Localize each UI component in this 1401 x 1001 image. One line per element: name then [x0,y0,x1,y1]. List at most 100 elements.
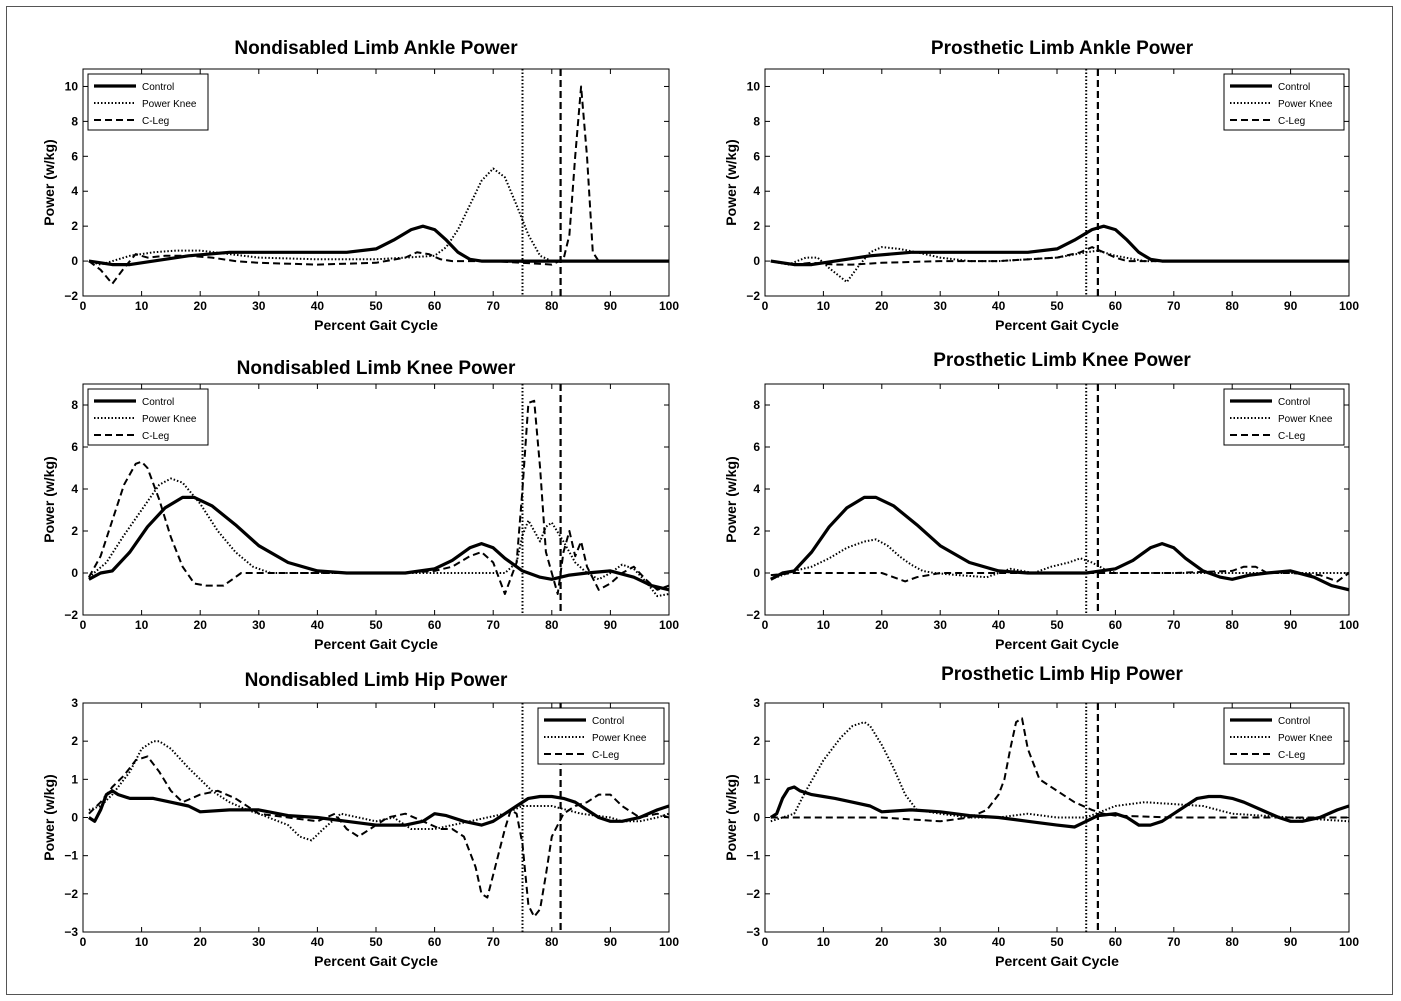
y-tick-label: 0 [71,254,78,268]
x-tick-label: 90 [604,618,618,632]
legend: Control Power Knee C-Leg [87,388,209,446]
x-tick-label: 80 [1226,935,1240,949]
series-c-leg [88,399,669,595]
y-tick-label: 10 [65,79,79,93]
y-tick-label: 3 [71,696,78,710]
legend-label: Control [142,82,174,93]
y-tick-label: 10 [747,79,761,93]
x-tick-label: 60 [1109,618,1123,632]
x-tick-label: 10 [135,618,149,632]
x-tick-label: 50 [369,618,383,632]
y-axis-label: Power (w/kg) [723,456,739,542]
panel-title: Prosthetic Limb Ankle Power [931,38,1194,59]
x-tick-label: 30 [934,618,948,632]
x-tick-label: 20 [875,299,889,313]
plot-lines [770,384,1349,615]
y-tick-label: 1 [753,772,760,786]
y-tick-label: 8 [753,398,760,412]
y-tick-label: 3 [753,696,760,710]
y-tick-label: −2 [64,608,78,622]
y-tick-label: −3 [64,925,78,939]
y-tick-label: 6 [71,440,78,454]
x-tick-label: 90 [604,935,618,949]
legend-label: Control [592,716,624,727]
legend-label: Power Knee [142,414,197,425]
y-tick-label: 4 [71,482,78,496]
y-tick-label: 0 [71,811,78,825]
panel-title: Nondisabled Limb Hip Power [245,670,508,691]
plot-lines [88,384,669,615]
legend-label: Control [1278,397,1310,408]
legend-label: Power Knee [1278,414,1333,425]
x-tick-label: 20 [194,618,208,632]
x-tick-label: 0 [762,299,769,313]
panel-5: Nondisabled Limb Hip Power Percent Gait C… [41,670,679,969]
y-tick-label: 0 [753,811,760,825]
series-c-leg [770,246,1349,266]
x-tick-label: 40 [311,299,325,313]
series-power-knee [770,246,1349,283]
y-tick-label: 6 [753,440,760,454]
y-tick-label: −1 [746,849,760,863]
x-tick-label: 50 [369,935,383,949]
y-tick-label: 2 [71,734,78,748]
x-tick-label: 0 [80,299,87,313]
y-tick-label: 0 [71,566,78,580]
x-tick-label: 20 [194,299,208,313]
x-axis-label: Percent Gait Cycle [995,636,1119,652]
y-tick-label: 4 [753,184,760,198]
y-tick-label: 8 [71,398,78,412]
x-tick-label: 60 [428,618,442,632]
x-tick-label: 50 [1050,935,1064,949]
x-tick-label: 100 [1339,935,1359,949]
series-c-leg [88,85,669,285]
y-tick-label: 2 [753,734,760,748]
legend-label: C-Leg [1278,750,1305,761]
x-tick-label: 100 [1339,618,1359,632]
y-tick-label: −2 [746,289,760,303]
y-tick-label: −2 [746,608,760,622]
legend-label: C-Leg [1278,431,1305,442]
x-tick-label: 100 [1339,299,1359,313]
y-tick-label: −2 [746,887,760,901]
x-tick-label: 50 [1050,618,1064,632]
x-tick-label: 60 [1109,299,1123,313]
x-tick-label: 20 [194,935,208,949]
x-tick-label: 40 [311,935,325,949]
x-tick-label: 10 [817,618,831,632]
y-axis-label: Power (w/kg) [41,774,57,860]
y-tick-label: 0 [753,254,760,268]
panel-title: Nondisabled Limb Ankle Power [234,38,518,59]
x-tick-label: 80 [1226,299,1240,313]
legend-label: C-Leg [142,116,169,127]
legend: Control Power Knee C-Leg [1223,388,1345,446]
x-tick-label: 10 [817,935,831,949]
y-tick-label: 6 [71,149,78,163]
series-c-leg [770,717,1349,823]
x-tick-label: 30 [934,299,948,313]
x-tick-label: 30 [252,935,266,949]
x-tick-label: 40 [311,618,325,632]
legend-label: Power Knee [1278,99,1333,110]
x-axis-label: Percent Gait Cycle [314,953,438,969]
x-tick-label: 50 [369,299,383,313]
x-tick-label: 30 [934,935,948,949]
panel-1: Nondisabled Limb Ankle Power Percent Gait… [41,38,679,333]
x-tick-label: 10 [135,935,149,949]
legend-label: Control [1278,82,1310,93]
y-tick-label: 1 [71,772,78,786]
x-axis-label: Percent Gait Cycle [995,953,1119,969]
y-axis-label: Power (w/kg) [723,774,739,860]
legend-label: Power Knee [592,733,647,744]
legend: Control Power Knee C-Leg [1223,707,1345,765]
y-tick-label: 2 [753,524,760,538]
y-tick-label: −3 [746,925,760,939]
plot-lines [770,69,1349,296]
legend-label: Control [142,397,174,408]
y-tick-label: 4 [753,482,760,496]
x-axis-label: Percent Gait Cycle [314,636,438,652]
x-tick-label: 0 [762,618,769,632]
series-c-leg [770,565,1349,583]
x-axis-label: Percent Gait Cycle [995,317,1119,333]
